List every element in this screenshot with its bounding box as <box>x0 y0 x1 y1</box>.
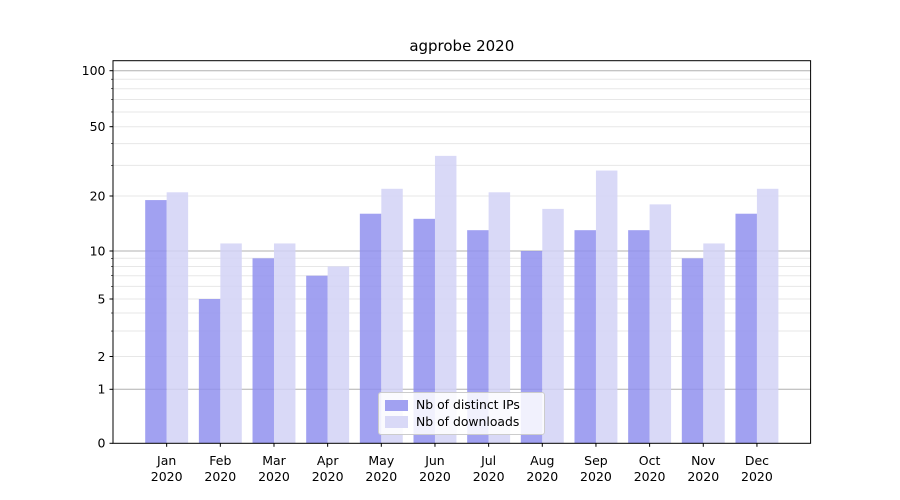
legend: Nb of distinct IPs Nb of downloads <box>378 392 545 435</box>
y-tick-label: 1 <box>98 382 106 397</box>
plot-border <box>112 60 812 444</box>
bar-distinct-ips <box>628 230 650 444</box>
y-tick-label: 5 <box>98 291 106 306</box>
legend-item-distinct-ips: Nb of distinct IPs <box>385 397 536 413</box>
bar-downloads <box>542 208 564 444</box>
bar-distinct-ips <box>145 200 167 444</box>
y-tick-label: 2 <box>98 349 106 364</box>
bar-distinct-ips <box>413 218 435 444</box>
chart-title: agprobe 2020 <box>409 37 514 55</box>
y-tick-label: 50 <box>90 119 106 134</box>
x-tick-label-month: Aug <box>530 453 554 468</box>
legend-label-downloads: Nb of downloads <box>416 413 520 429</box>
y-tick-label: 100 <box>82 63 106 78</box>
bar-downloads <box>756 188 779 444</box>
bar-downloads <box>703 243 725 444</box>
x-tick-label-year: 2020 <box>580 469 612 484</box>
bar-downloads <box>595 170 618 444</box>
bar-distinct-ips <box>359 213 382 444</box>
bar-downloads <box>649 204 672 444</box>
y-tick-label: 20 <box>90 188 106 203</box>
x-tick-label-year: 2020 <box>419 469 451 484</box>
x-tick-label-month: Mar <box>262 453 286 468</box>
legend-label-distinct-ips: Nb of distinct IPs <box>416 397 520 413</box>
bar-downloads <box>381 188 403 444</box>
legend-item-downloads: Nb of downloads <box>385 414 536 430</box>
x-tick-label-year: 2020 <box>634 469 666 484</box>
bar-downloads <box>434 155 457 444</box>
x-tick-label-month: Dec <box>745 453 769 468</box>
bar-downloads <box>327 266 350 444</box>
plot-layer: 0125102050100Jan2020Feb2020Mar2020Apr202… <box>82 60 812 484</box>
x-tick-label-month: Feb <box>209 453 231 468</box>
x-tick-label-month: Apr <box>317 453 339 468</box>
bar-distinct-ips <box>574 230 596 444</box>
bar-distinct-ips <box>198 299 221 444</box>
bar-downloads <box>220 243 242 444</box>
y-tick-label: 10 <box>90 243 106 258</box>
y-tick-label: 0 <box>98 436 106 451</box>
bar-distinct-ips <box>735 213 757 444</box>
x-tick-label-month: Nov <box>691 453 716 468</box>
x-tick-label-month: Jun <box>424 453 445 468</box>
x-tick-label-month: Sep <box>584 453 608 468</box>
x-tick-label-year: 2020 <box>365 469 397 484</box>
x-tick-label-month: May <box>368 453 394 468</box>
x-tick-label-month: Jul <box>480 453 496 468</box>
bar-downloads <box>273 243 296 444</box>
x-tick-label-year: 2020 <box>741 469 773 484</box>
x-tick-label-year: 2020 <box>312 469 344 484</box>
x-tick-label-month: Oct <box>639 453 661 468</box>
x-tick-label-year: 2020 <box>473 469 505 484</box>
bar-distinct-ips <box>306 275 328 444</box>
bar-distinct-ips <box>467 230 489 444</box>
x-tick-label-year: 2020 <box>258 469 290 484</box>
bar-downloads <box>488 192 511 444</box>
legend-swatch-downloads <box>385 416 408 428</box>
bar-distinct-ips <box>681 258 704 444</box>
x-tick-label-month: Jan <box>156 453 176 468</box>
x-tick-label-year: 2020 <box>204 469 236 484</box>
x-tick-label-year: 2020 <box>151 469 183 484</box>
x-tick-label-year: 2020 <box>526 469 558 484</box>
bar-downloads <box>166 192 189 444</box>
bar-distinct-ips <box>252 258 274 444</box>
x-tick-label-year: 2020 <box>687 469 719 484</box>
legend-swatch-distinct-ips <box>385 399 408 411</box>
